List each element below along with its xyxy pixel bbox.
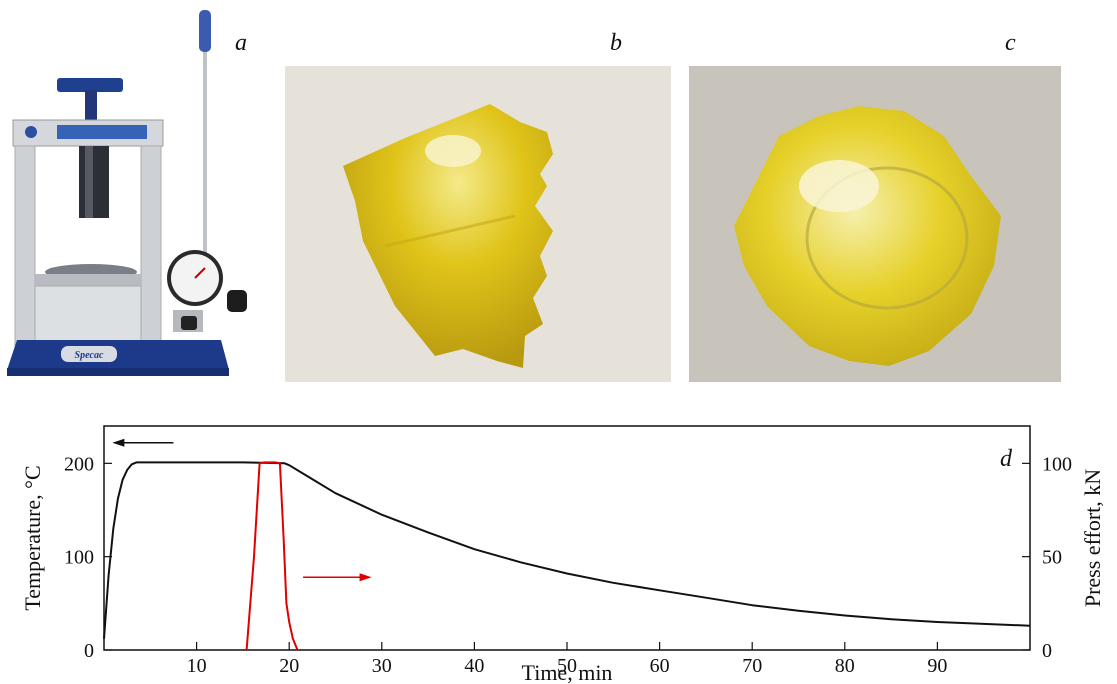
brand-text: Specac <box>75 350 104 361</box>
right-arrowhead <box>359 573 372 582</box>
lever-handle <box>199 10 211 52</box>
x-tick-label: 60 <box>650 655 670 677</box>
x-tick-label: 20 <box>279 655 299 677</box>
annotation-arrows <box>112 438 372 582</box>
plot-frame <box>103 425 1031 651</box>
left-arrowhead <box>112 438 125 447</box>
x-tick-label: 90 <box>927 655 947 677</box>
panel-label-d: d <box>1000 446 1013 472</box>
left-axis-label: Temperature, °C <box>20 465 45 610</box>
panel-label-c: c <box>1005 30 1016 56</box>
x-tick-label: 10 <box>187 655 207 677</box>
temperature-line <box>103 461 1031 639</box>
x-tick-label: 70 <box>742 655 762 677</box>
press-photo: Specac <box>5 10 255 380</box>
panel-label-a: a <box>235 30 247 56</box>
panel-label-b: b <box>610 30 622 56</box>
x-tick-label: 50 <box>557 655 577 677</box>
press-effort-line <box>245 461 299 651</box>
left-tick-label: 0 <box>84 640 94 662</box>
sample-photo-c <box>689 66 1061 382</box>
series-group <box>103 461 1031 651</box>
left-tick-label: 200 <box>64 453 94 475</box>
yellow-film-fragment <box>343 104 553 368</box>
x-tick-label: 30 <box>372 655 392 677</box>
x-tick-label: 80 <box>835 655 855 677</box>
x-tick-label: 40 <box>464 655 484 677</box>
yellow-film-disc <box>734 106 1001 366</box>
hydraulic-press-illustration: Specac <box>7 10 247 376</box>
right-tick-label: 50 <box>1042 547 1062 569</box>
sample-photo-b <box>285 66 671 382</box>
right-tick-label: 0 <box>1042 640 1052 662</box>
x-axis-ticks: 10 20 30 40 50 60 70 80 90 <box>187 642 947 677</box>
right-axis-label: Press effort, kN <box>1080 469 1105 607</box>
left-tick-label: 100 <box>64 547 94 569</box>
left-axis-ticks: 0 100 200 <box>64 453 112 662</box>
x-axis-label: Time, min <box>522 660 613 684</box>
right-tick-label: 100 <box>1042 453 1072 475</box>
temperature-press-chart: 10 20 30 40 50 60 70 80 90 0 100 200 0 50 100 d Time… <box>20 425 1105 684</box>
right-axis-ticks: 0 50 100 <box>1022 453 1072 662</box>
